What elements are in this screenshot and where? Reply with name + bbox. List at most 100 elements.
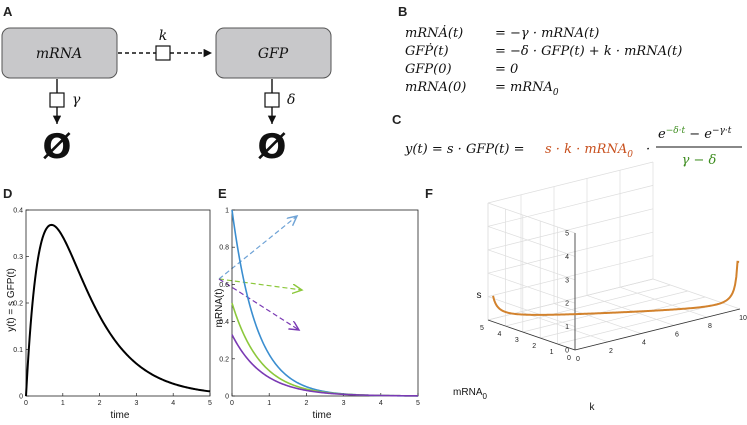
output-equation: y(t) = s · GFP(t) = s · k · mRNA0 · e−δ·…	[404, 126, 742, 168]
chart-f-ytick-label: 4	[497, 331, 501, 338]
chart-f-xtick-label: 6	[675, 331, 679, 338]
arrow-d-to-e-blue	[218, 216, 297, 280]
chart-f-xtick-label: 4	[642, 340, 646, 347]
eq2-lhs: GFṖ(t)	[405, 42, 449, 59]
chart-d-xlabel: time	[111, 410, 130, 421]
chart-d-ytick-label: 0.3	[13, 254, 23, 261]
chart-f-ylabel: mRNA0	[453, 387, 487, 401]
chart-d-frame	[25, 209, 211, 397]
eqc-red-term: s · k · mRNA0	[545, 142, 633, 160]
chart-f-ztick-label: 2	[565, 301, 569, 308]
panel-label-e: E	[218, 186, 227, 201]
chart-e-xtick-label: 3	[342, 400, 346, 407]
chart-f-grid-left-s	[487, 296, 576, 327]
k-rate-label: k	[159, 28, 167, 44]
eqc-denominator: γ − δ	[682, 153, 717, 168]
chart-f-xtick-label: 2	[609, 348, 613, 355]
eqc-numerator: e−δ·t − e−γ·t	[658, 126, 732, 142]
chart-f: 0 2 4 6 8 10 0 1 2 3 4 5 0 1 2 3 4 5	[480, 161, 747, 363]
eqc-lhs: y(t) = s · GFP(t) =	[404, 142, 524, 157]
chart-f-grid-left-s	[487, 226, 576, 257]
chart-f-ztick-label: 5	[565, 231, 569, 238]
chart-d-xtick-label: 1	[61, 400, 65, 407]
chart-e-ylabel: mRNA(t)	[214, 289, 225, 328]
chart-f-ytick-label: 2	[532, 343, 536, 350]
chart-f-zlabel: s	[477, 290, 482, 301]
delta-rate-label: δ	[287, 92, 295, 108]
chart-e-xtick-label: 1	[267, 400, 271, 407]
chart-f-grid-floor-k	[652, 278, 741, 310]
chart-e-ytick-label: 0	[225, 394, 229, 401]
chart-f-xtick-label: 10	[739, 315, 747, 322]
chart-d-ylabel: y(t) = s GFP(t)	[6, 268, 17, 332]
chart-e-ytick-label: 0.8	[219, 245, 229, 252]
eq4-rhs: = mRNA0	[495, 80, 559, 98]
panel-label-d: D	[3, 186, 12, 201]
chart-f-grid-back-s	[487, 231, 654, 274]
chart-f-ytick-label: 3	[515, 337, 519, 344]
eq2-rhs: = −δ · GFP(t) + k · mRNA(t)	[495, 44, 682, 59]
chart-f-ztick-label: 3	[565, 277, 569, 284]
eqc-dot: ·	[646, 142, 650, 157]
gamma-rate-label: γ	[72, 92, 81, 108]
chart-d-xtick-label: 4	[171, 400, 175, 407]
chart-f-xtick-label: 0	[576, 356, 580, 363]
eq1-rhs: = −γ · mRNA(t)	[495, 26, 599, 41]
chart-f-ztick-label: 0	[565, 348, 569, 355]
chart-f-xlabel: k	[590, 402, 596, 413]
chart-d-ytick-label: 0	[19, 394, 23, 401]
chart-f-ytick-label: 1	[550, 349, 554, 356]
chart-e-series-line-2	[231, 334, 419, 397]
chart-f-axis-k	[574, 308, 741, 351]
null-icon-mrna: Ø	[43, 127, 72, 167]
chart-e-xlabel: time	[313, 410, 332, 421]
gamma-rate-box	[49, 92, 65, 108]
chart-f-grid-back-s	[487, 208, 654, 251]
chart-e-series-line-1	[231, 302, 418, 397]
panel-label-b: B	[398, 4, 407, 19]
panel-label-a: A	[3, 4, 13, 19]
chart-f-grid-floor-k	[619, 286, 708, 318]
arrow-d-to-e-green	[218, 278, 302, 290]
chart-f-grid-left-s	[487, 249, 576, 281]
chart-e-frame	[231, 209, 419, 397]
chart-f-grid-back-s	[487, 185, 654, 227]
chart-f-axis-m	[487, 319, 576, 351]
chart-e-xtick-label: 2	[304, 400, 308, 407]
chart-d-xtick-label: 5	[208, 400, 212, 407]
chart-e-ytick-label: 0.4	[219, 319, 229, 326]
chart-d-xtick-label: 0	[24, 400, 28, 407]
chart-f-grid-floor-m	[557, 302, 723, 345]
chart-e-ytick-label: 0.2	[219, 356, 229, 363]
chart-e-xtick-label: 5	[416, 400, 420, 407]
k-rate-box	[155, 45, 171, 61]
chart-e-ytick-label: 1	[225, 208, 229, 215]
chart-f-grid-floor-k	[520, 311, 609, 343]
chart-f-grid-left-s	[487, 202, 576, 234]
ode-system: mRNȦ(t) = −γ · mRNA(t) GFṖ(t) = −δ · GFP…	[405, 24, 682, 98]
chart-f-grid-back-s	[487, 161, 654, 204]
chart-f-grid-back-s	[487, 255, 654, 297]
chart-f-ytick-label: 5	[480, 325, 484, 332]
panel-label-c: C	[392, 112, 402, 127]
chart-f-series-line	[492, 260, 740, 316]
chart-f-ztick-label: 4	[565, 254, 569, 261]
eq3-lhs: GFP(0)	[405, 62, 452, 77]
eq3-rhs: = 0	[495, 62, 518, 77]
gfp-box	[215, 27, 332, 79]
eq1-lhs: mRNȦ(t)	[405, 24, 463, 41]
arrow-d-to-e-purple	[218, 278, 299, 330]
delta-rate-box	[264, 92, 280, 108]
chart-d: 0 1 2 3 4 5 0 0.1 0.2 0.3 0.4	[13, 208, 212, 408]
mrna-box-label: mRNA	[36, 46, 82, 62]
chart-f-grid-floor-m	[505, 284, 671, 327]
gfp-box-label: GFP	[258, 46, 289, 62]
chart-e-xtick-label: 4	[379, 400, 383, 407]
chart-d-xtick-label: 2	[98, 400, 102, 407]
chart-d-ytick-label: 0.4	[13, 208, 23, 215]
chart-e: 0 1 2 3 4 5 0 0.2 0.4 0.6 0.8 1	[219, 208, 420, 408]
chart-f-grid-floor-k	[586, 295, 675, 326]
chart-f-grid-floor-m	[540, 296, 706, 339]
chart-f-grid-floor-k	[553, 303, 642, 334]
